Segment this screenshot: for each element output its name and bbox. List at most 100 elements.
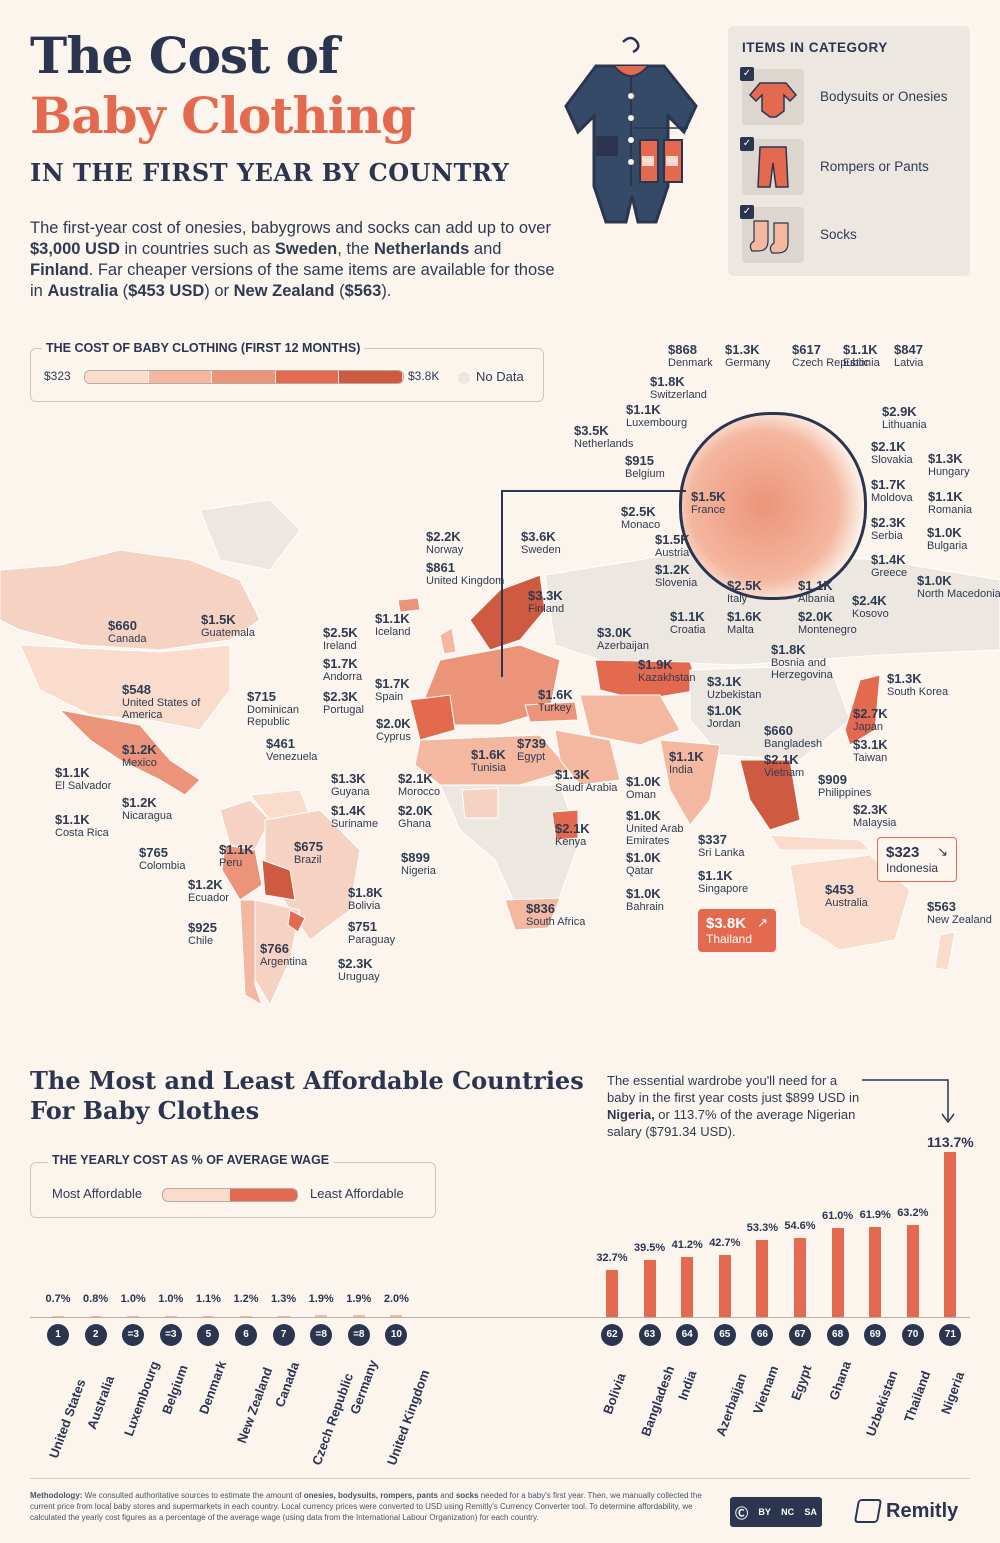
map-label-country: Hungary [928,466,970,478]
map-label-value: $1.1K [698,868,733,883]
thailand-name: Thailand [706,932,753,946]
map-label-country: Jordan [707,718,741,730]
map-label-singapore: $1.1K Singapore [698,868,788,896]
bar-czech-republic [315,1315,328,1317]
map-label-value: $2.3K [338,956,373,971]
map-label-country: Bolivia [348,900,381,912]
pct-label: 63.2% [897,1207,929,1220]
map-label-austria: $1.5K Austria [655,532,745,560]
map-label-value: $1.1K [375,611,410,626]
map-label-country: Bangladesh [764,738,823,750]
map-label-country: Chile [188,935,214,947]
bar-denmark [202,1315,215,1317]
country-name: Czech Republic [309,1370,357,1467]
map-label-value: $1.1K [55,812,90,827]
legend-least-affordable: Least Affordable [310,1186,404,1201]
map-label-bahrain: $1.0K Bahrain [626,887,716,914]
map-label-country: Andorra [323,671,363,683]
country-name: Denmark [196,1359,230,1417]
map-label-uzbekistan: $3.1K Uzbekistan [707,675,797,702]
map-label-country: Monaco [621,519,661,531]
license-nc: NC [781,1507,795,1517]
map-label-value: $1.2K [188,877,223,892]
map-label-country: Kenya [555,836,587,848]
note-arrow [862,1079,955,1124]
map-label-value: $1.0K [917,573,952,588]
map-label-value: $3.3K [528,588,563,603]
map-label-country: Japan [853,721,883,733]
rank-badge: 71 [939,1324,962,1346]
map-label-ecuador: $1.2K Ecuador [188,877,278,905]
check-icon: ✓ [740,137,754,151]
cc-icon: Ⓒ [735,1505,749,1521]
map-label-country: Norway [426,544,464,556]
affordability-title-line-1: The Most and Least Affordable Countries [30,1066,584,1095]
country-turkey [524,701,579,723]
map-label-country: Oman [626,789,656,801]
map-label-el-salvador: $1.1K El Salvador [55,766,145,793]
map-label-value: $548 [122,682,151,697]
map-label-value: $715 [247,689,276,704]
rank-badge: 67 [789,1324,811,1346]
country-uruguay [287,909,306,933]
map-label-value: $1.1K [798,578,833,593]
country-name: United Kingdom [384,1367,433,1467]
map-label-value: $675 [294,839,323,854]
bar-germany [352,1315,365,1317]
legend-color-step [275,371,340,383]
map-label-value: $1.0K [626,850,661,865]
map-label-value: $2.5K [323,625,358,640]
map-label-value: $1.0K [626,808,661,823]
map-label-value: $1.1K [928,489,963,504]
bar-united-states [52,1315,64,1317]
map-label-value: $1.5K [655,532,690,547]
country-new-zealand [934,931,956,971]
map-label-slovenia: $1.2K Slovenia [655,563,745,590]
map-label-country: Czech Republic [792,357,870,369]
indonesia-value: $323 [886,844,920,861]
map-label-country: Latvia [894,357,924,369]
country-south-africa [504,897,561,931]
map-label-serbia: $2.3K Serbia [871,516,961,543]
map-label-country: New Zealand [927,914,992,926]
map-label-nicaragua: $1.2K Nicaragua [122,796,212,823]
rank-badge: =8 [347,1324,370,1346]
map-label-country: Colombia [139,860,186,872]
pct-label: 0.8% [83,1293,109,1305]
map-label-south-korea: $1.3K South Korea [887,672,977,699]
footer-divider [30,1478,970,1479]
pct-label: 1.9% [346,1293,372,1305]
country-name: Azerbaijan [712,1371,750,1439]
map-label-value: $1.7K [323,656,358,671]
map-label-country: Taiwan [853,752,888,764]
legend-most-affordable: Most Affordable [52,1186,143,1201]
map-label-country: Dominican Republic [247,704,299,728]
map-label-country: Guyana [331,786,370,798]
map-label-value: $861 [426,560,455,575]
map-label-country: South Africa [526,916,586,928]
map-label-azerbaijan: $3.0K Azerbaijan [597,626,687,653]
country-name: Belgium [158,1363,191,1417]
bar-india [681,1257,694,1317]
map-label-country: Uruguay [338,971,380,983]
map-label-united-states-of-america: $548 United States of America [122,682,212,722]
map-label-value: $1.0K [707,703,742,718]
rank-badge: 62 [601,1324,623,1346]
map-label-kazakhstan: $1.9K Kazakhstan [638,658,728,685]
map-label-country: Slovenia [655,577,698,589]
country-name: Bolivia [600,1371,629,1417]
map-label-country: North Macedonia [917,588,1000,600]
bar-canada [277,1315,290,1317]
map-label-ghana: $2.0K Ghana [398,804,488,831]
map-label-country: Uzbekistan [707,689,762,701]
rank-badge: 64 [676,1324,699,1346]
bar-united-kingdom [390,1315,403,1317]
map-label-country: Iceland [375,626,411,638]
europe-zoom-inset [679,412,867,600]
map-label-argentina: $766 Argentina [260,942,350,969]
country-name: India [675,1368,700,1403]
country-name: Ghana [825,1358,854,1403]
map-label-belgium: $915 Belgium [625,454,715,481]
map-label-sweden: $3.6K Sweden [521,530,611,557]
map-label-country: Egypt [517,751,546,763]
